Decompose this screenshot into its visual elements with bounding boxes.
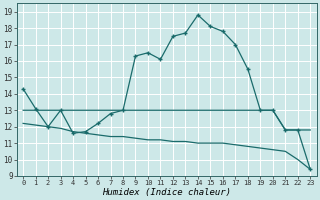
X-axis label: Humidex (Indice chaleur): Humidex (Indice chaleur) bbox=[102, 188, 231, 197]
